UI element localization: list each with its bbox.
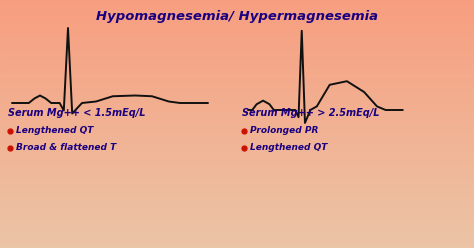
Bar [0,194,474,198]
Bar [0,91,474,95]
Bar [0,4,474,8]
Bar [0,124,474,128]
Bar [0,244,474,248]
Bar [0,211,474,215]
Bar [0,207,474,211]
Bar [0,136,474,141]
Bar [0,0,474,4]
Bar [0,87,474,91]
Text: Hypomagnesemia/ Hypermagnesemia: Hypomagnesemia/ Hypermagnesemia [96,10,378,23]
Bar [0,219,474,223]
Bar [0,103,474,107]
Bar [0,50,474,54]
Bar [0,149,474,153]
Bar [0,120,474,124]
Text: Serum Mg++ > 2.5mEq/L: Serum Mg++ > 2.5mEq/L [242,108,380,118]
Bar [0,33,474,37]
Bar [0,132,474,136]
Bar [0,79,474,83]
Bar [0,240,474,244]
Bar [0,116,474,120]
Bar [0,231,474,236]
Bar [0,174,474,178]
Bar [0,17,474,21]
Bar [0,12,474,17]
Bar [0,58,474,62]
Bar [0,41,474,45]
Bar [0,236,474,240]
Bar [0,198,474,203]
Bar [0,223,474,227]
Bar [0,74,474,79]
Bar [0,70,474,74]
Bar [0,182,474,186]
Bar [0,169,474,174]
Bar [0,112,474,116]
Bar [0,37,474,41]
Bar [0,99,474,103]
Bar [0,107,474,112]
Bar [0,66,474,70]
Bar [0,128,474,132]
Text: Lengthened QT: Lengthened QT [16,126,93,135]
Bar [0,157,474,161]
Bar [0,83,474,87]
Bar [0,153,474,157]
Bar [0,54,474,58]
Text: Serum Mg++ < 1.5mEq/L: Serum Mg++ < 1.5mEq/L [8,108,146,118]
Bar [0,203,474,207]
Bar [0,45,474,50]
Text: Prolonged PR: Prolonged PR [250,126,319,135]
Bar [0,145,474,149]
Bar [0,21,474,25]
Bar [0,165,474,169]
Bar [0,62,474,66]
Bar [0,8,474,12]
Bar [0,178,474,182]
Bar [0,190,474,194]
Bar [0,25,474,29]
Bar [0,227,474,231]
Text: Lengthened QT: Lengthened QT [250,143,328,152]
Bar [0,141,474,145]
Text: Broad & flattened T: Broad & flattened T [16,143,116,152]
Bar [0,161,474,165]
Bar [0,215,474,219]
Bar [0,29,474,33]
Bar [0,95,474,99]
Bar [0,186,474,190]
